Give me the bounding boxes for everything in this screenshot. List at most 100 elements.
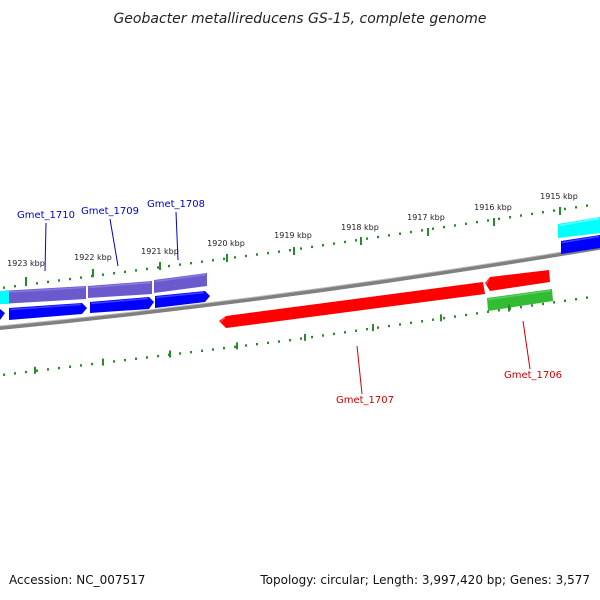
kbp-tick-label: 1923 kbp xyxy=(7,259,45,268)
scale-dot xyxy=(333,242,335,245)
scale-dot xyxy=(366,327,368,331)
scale-dot xyxy=(531,304,533,307)
scale-dot xyxy=(58,279,60,282)
scale-dot xyxy=(179,263,181,266)
scale-dot xyxy=(146,356,148,359)
gene-label: Gmet_1710 xyxy=(17,210,75,221)
scale-dot xyxy=(355,239,357,242)
scale-dot xyxy=(234,256,236,259)
accession-text: Accession: NC_007517 xyxy=(9,573,146,587)
scale-dot xyxy=(289,249,291,252)
scale-dot xyxy=(157,266,159,269)
slate-feature-1708 xyxy=(154,273,207,293)
forward-gene-1710 xyxy=(9,303,87,320)
scale-dot xyxy=(476,312,478,315)
scale-dot xyxy=(201,260,203,263)
forward-gene-right-highlight xyxy=(561,235,600,244)
scale-dot xyxy=(377,326,379,329)
scale-dot xyxy=(212,348,214,351)
labels-layer: Gmet_1710 Gmet_1709 Gmet_1708 Gmet_1707 Gmet… xyxy=(17,199,562,406)
scale-dot xyxy=(575,206,577,209)
scale-dot xyxy=(300,247,302,250)
forward-gene-1710-body xyxy=(9,303,87,320)
green-feature-1706-highlight xyxy=(487,289,552,301)
scale-dot xyxy=(311,245,313,249)
cyan-feature-left-body xyxy=(0,291,9,304)
gene-leader-line xyxy=(175,211,179,261)
scale-dot xyxy=(322,244,324,247)
scale-dot xyxy=(564,299,566,302)
scale-dot xyxy=(454,224,456,227)
scale-dot xyxy=(102,273,104,276)
scale-dot xyxy=(14,372,16,375)
scale-dot xyxy=(113,272,115,275)
reverse-gene-1706-body xyxy=(485,270,550,291)
scale-dot xyxy=(432,227,434,230)
scale-dot xyxy=(542,211,544,214)
gene-label: Gmet_1707 xyxy=(336,395,394,406)
scale-dot xyxy=(47,368,49,371)
scale-dot xyxy=(14,285,16,288)
map-title: Geobacter metallireducens GS-15, complet… xyxy=(113,11,486,27)
scale-dot xyxy=(476,220,478,224)
scale-dot xyxy=(190,350,192,354)
scale-dot xyxy=(256,253,258,256)
slate-feature-1708-body xyxy=(154,273,207,293)
scale-dot xyxy=(58,366,60,370)
scale-dot xyxy=(498,217,500,221)
scale-dot xyxy=(36,282,38,285)
scale-dot xyxy=(223,257,225,261)
scale-dot xyxy=(212,259,214,262)
scale-dot xyxy=(377,235,379,239)
scale-dot xyxy=(553,301,555,304)
kbp-tick-label: 1917 kbp xyxy=(407,213,445,222)
scale-dot xyxy=(553,209,555,212)
scale-dot xyxy=(421,320,423,323)
forward-gene-right-body xyxy=(561,235,600,254)
scale-dot xyxy=(388,234,390,237)
forward-gene-left-edge-body xyxy=(0,309,5,320)
green-feature-1706-body xyxy=(487,289,553,311)
slate-feature-1710-body xyxy=(0,286,86,304)
slate-feature-1710 xyxy=(0,286,86,304)
scale-dot xyxy=(344,240,346,244)
slate-feature-1709-body xyxy=(88,281,152,298)
kbp-tick-label: 1916 kbp xyxy=(474,203,512,212)
scale-dot xyxy=(36,369,38,372)
scale-dot xyxy=(168,264,170,268)
scale-dot xyxy=(201,349,203,353)
scale-dot xyxy=(586,204,588,207)
scale-dot xyxy=(487,310,489,314)
gene-label: Gmet_1706 xyxy=(504,370,562,381)
scale-dot xyxy=(124,358,126,362)
scale-dot xyxy=(3,373,5,376)
scale-dot xyxy=(355,329,357,332)
scale-dot xyxy=(245,344,247,347)
scale-dot xyxy=(410,230,412,234)
scale-dot xyxy=(311,335,313,339)
scale-dot xyxy=(69,277,71,281)
scale-dot xyxy=(69,365,71,368)
features-layer xyxy=(0,217,600,331)
scale-dot xyxy=(333,332,335,336)
gene-leader-line xyxy=(44,222,47,272)
cyan-feature-left xyxy=(0,291,9,304)
scale-dot xyxy=(443,316,445,320)
scale-dot xyxy=(509,216,511,219)
scale-dot xyxy=(487,219,489,222)
scale-dot xyxy=(267,341,269,345)
scale-dot xyxy=(410,321,412,325)
forward-gene-left-edge xyxy=(0,309,5,320)
scale-dot xyxy=(80,364,82,367)
forward-gene-1709-highlight xyxy=(90,297,149,305)
kbp-tick-label: 1920 kbp xyxy=(207,239,245,248)
ticks-layer: 1923 kbp 1922 kbp 1921 kbp 1920 kbp 1919 kbp… xyxy=(3,192,588,376)
cyan-feature-right-body xyxy=(558,217,600,238)
scale-dot xyxy=(399,323,401,326)
genome-backbone-highlight xyxy=(0,245,600,327)
scale-dot xyxy=(135,357,137,360)
genome-summary-text: Topology: circular; Length: 3,997,420 bp… xyxy=(260,573,590,587)
gene-leader-line xyxy=(522,320,531,370)
scale-dot xyxy=(399,232,401,235)
